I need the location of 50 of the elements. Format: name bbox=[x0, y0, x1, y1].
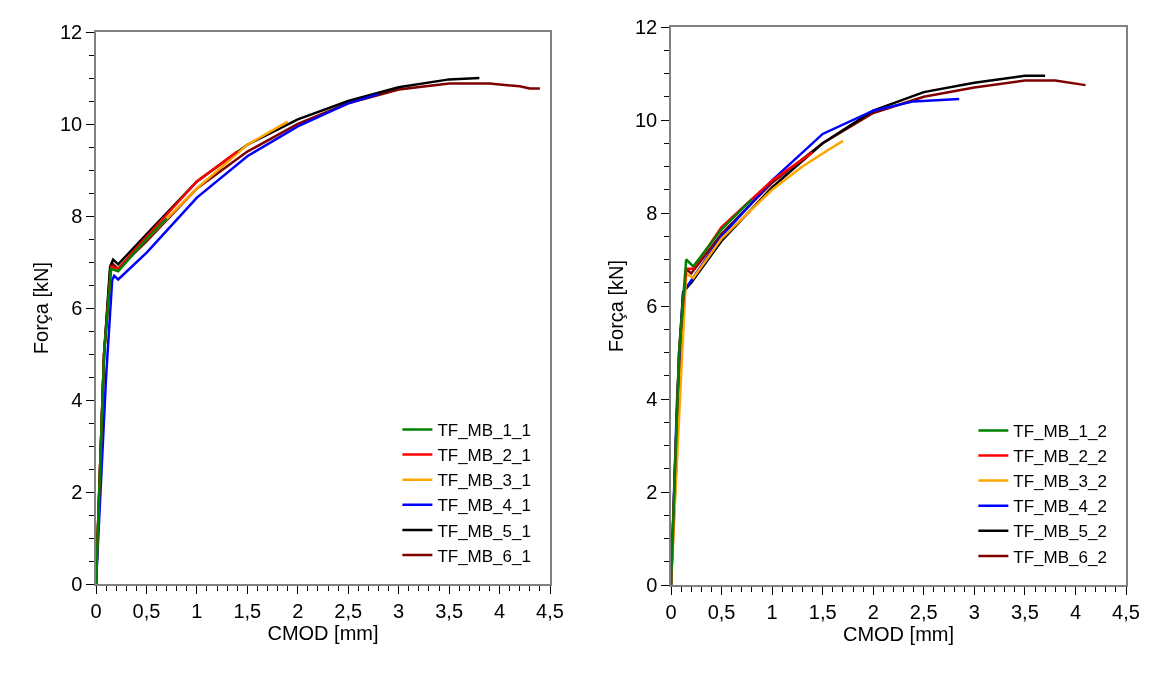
legend-label: TF_MB_2_1 bbox=[437, 446, 531, 466]
legend-label: TF_MB_2_2 bbox=[1013, 447, 1107, 467]
x-tick-label: 0 bbox=[90, 599, 102, 622]
x-tick-label: 1 bbox=[191, 599, 203, 622]
legend-label: TF_MB_6_2 bbox=[1013, 547, 1107, 567]
x-tick-label: 4 bbox=[494, 599, 506, 622]
x-tick-label: 3,5 bbox=[435, 599, 464, 622]
y-tick-label: 0 bbox=[71, 573, 83, 595]
y-tick-label: 10 bbox=[60, 113, 83, 135]
y-tick-label: 2 bbox=[71, 481, 83, 503]
x-tick-label: 1,5 bbox=[808, 600, 837, 623]
y-tick-label: 12 bbox=[635, 16, 658, 38]
x-tick-label: 1 bbox=[766, 600, 778, 623]
x-tick-label: 4,5 bbox=[536, 599, 564, 622]
y-tick-label: 6 bbox=[71, 297, 83, 319]
x-tick-label: 3 bbox=[393, 599, 405, 622]
legend-label: TF_MB_3_1 bbox=[437, 471, 531, 491]
legend-label: TF_MB_1_2 bbox=[1013, 422, 1107, 442]
x-tick-label: 0 bbox=[665, 600, 677, 623]
y-tick-label: 8 bbox=[71, 205, 83, 227]
y-tick-label: 8 bbox=[646, 202, 658, 224]
x-tick-label: 0,5 bbox=[707, 600, 736, 623]
legend-label: TF_MB_1_1 bbox=[437, 421, 531, 441]
x-tick-label: 1,5 bbox=[233, 599, 262, 622]
x-tick-label: 2,5 bbox=[334, 599, 363, 622]
legend-label: TF_MB_4_2 bbox=[1013, 497, 1107, 517]
y-tick-label: 4 bbox=[646, 388, 658, 410]
legend-label: TF_MB_5_1 bbox=[437, 521, 531, 541]
x-tick-label: 0,5 bbox=[132, 599, 161, 622]
legend-label: TF_MB_5_2 bbox=[1013, 522, 1107, 542]
x-tick-label: 2 bbox=[292, 599, 304, 622]
x-tick-label: 2 bbox=[867, 600, 879, 623]
y-tick-label: 2 bbox=[646, 481, 658, 503]
legend-label: TF_MB_6_1 bbox=[437, 546, 531, 566]
y-tick-label: 12 bbox=[60, 21, 83, 43]
x-tick-label: 2,5 bbox=[909, 600, 938, 623]
x-tick-label: 3 bbox=[968, 600, 980, 623]
legend-label: TF_MB_4_1 bbox=[437, 496, 531, 516]
x-tick-label: 4,5 bbox=[1112, 600, 1140, 623]
y-axis-title: Força [kN] bbox=[30, 261, 52, 355]
x-axis-title: CMOD [mm] bbox=[267, 621, 379, 644]
x-tick-label: 4 bbox=[1069, 600, 1081, 623]
y-axis-title: Força [kN] bbox=[605, 259, 627, 353]
y-tick-label: 0 bbox=[646, 574, 658, 596]
y-tick-label: 4 bbox=[71, 389, 83, 411]
x-tick-label: 3,5 bbox=[1010, 600, 1039, 623]
legend-label: TF_MB_3_2 bbox=[1013, 472, 1107, 492]
y-tick-label: 10 bbox=[635, 109, 658, 131]
x-axis-title: CMOD [mm] bbox=[842, 622, 955, 645]
y-tick-label: 6 bbox=[646, 295, 658, 317]
